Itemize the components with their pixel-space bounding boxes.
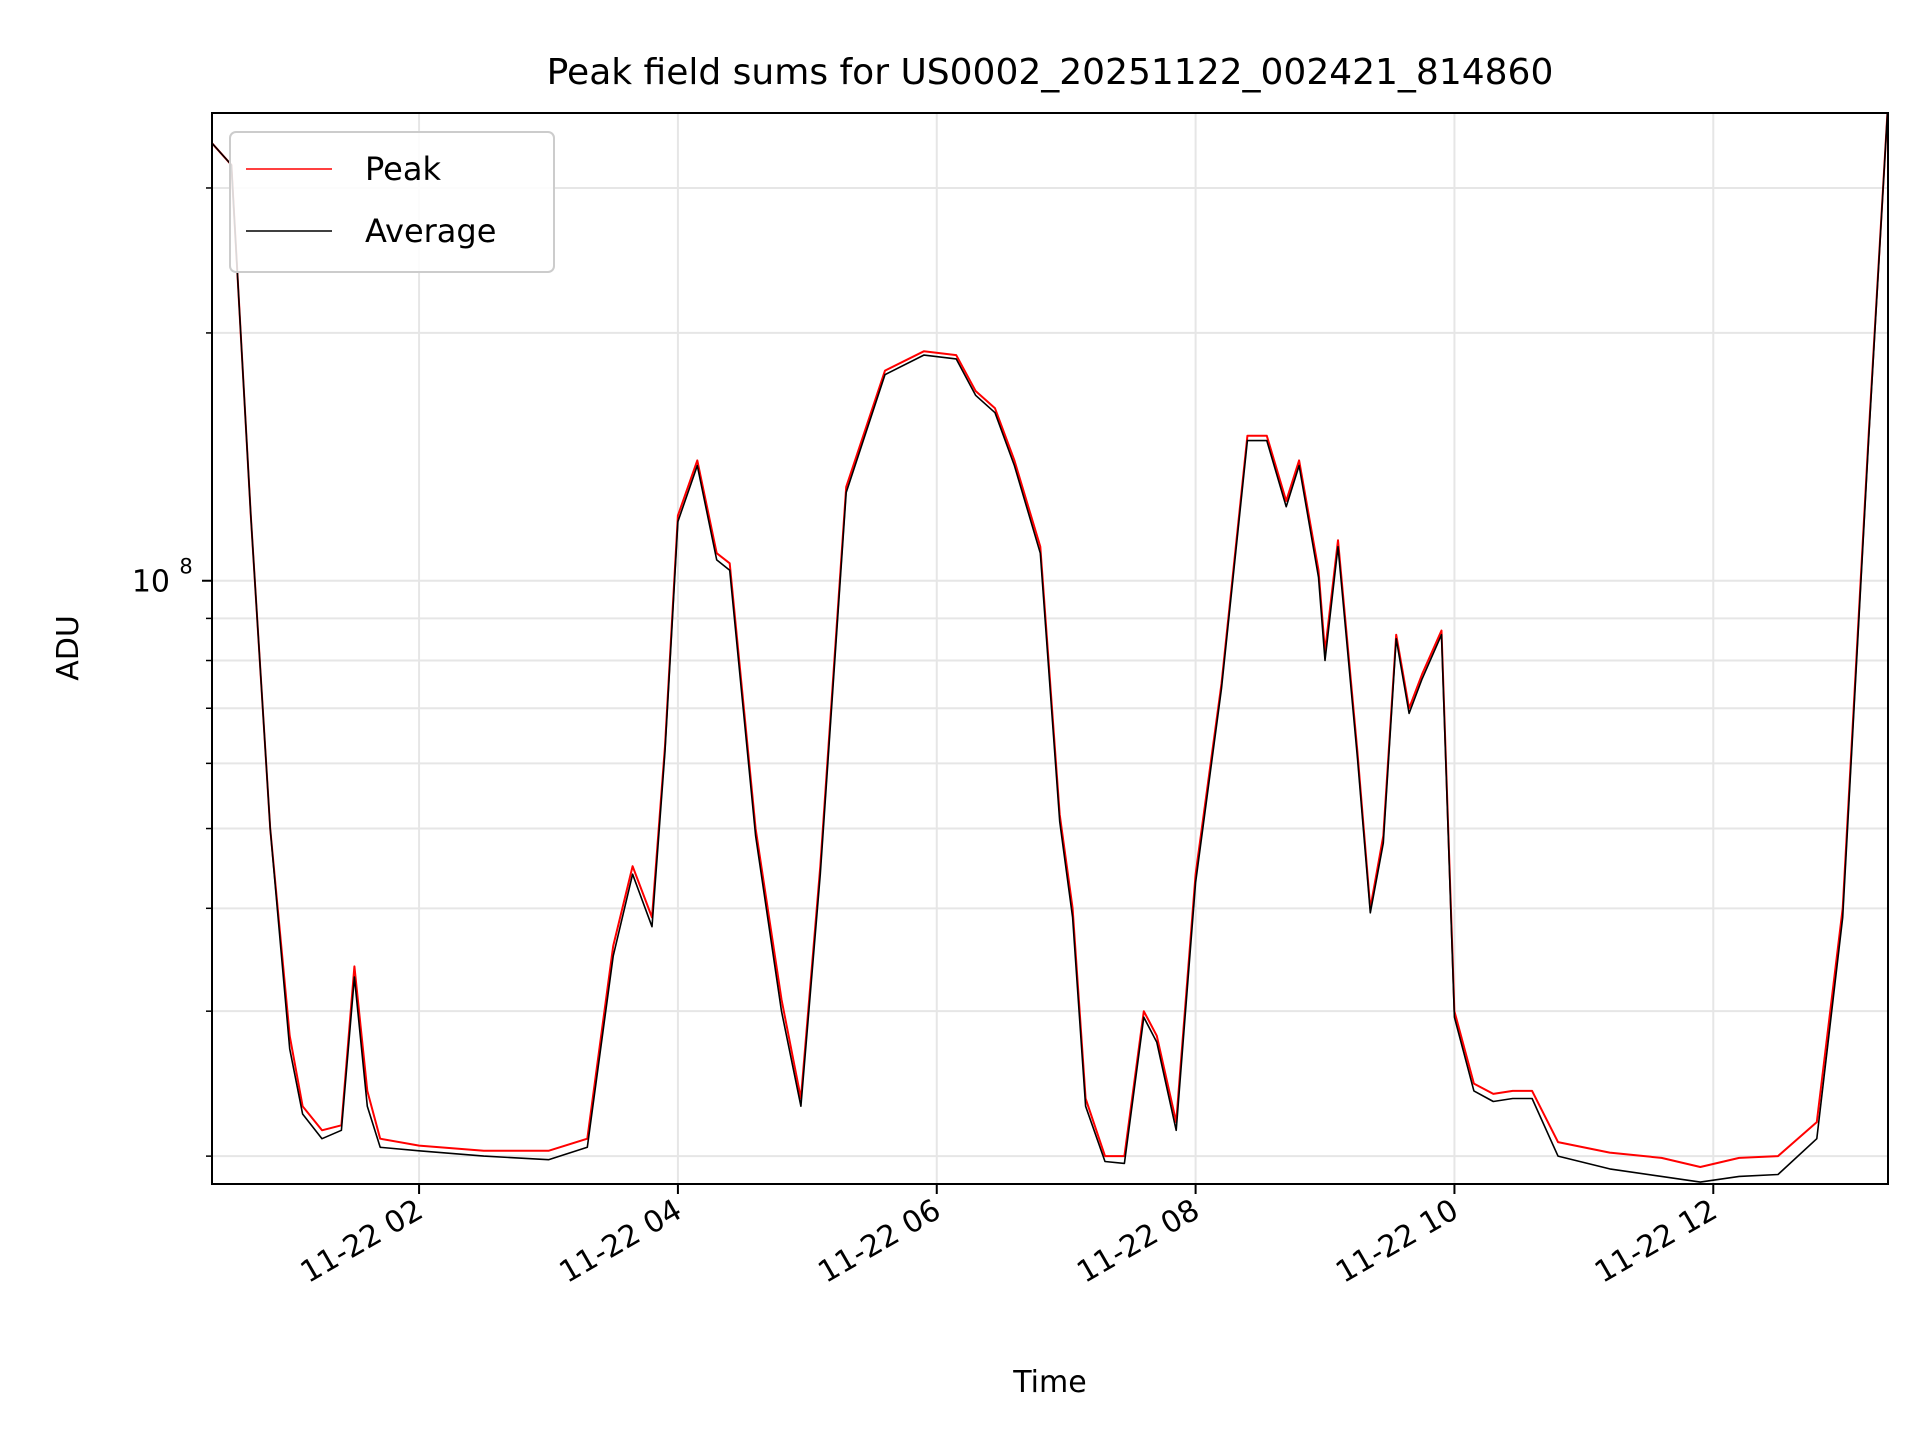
legend-average-label: Average — [365, 212, 496, 250]
y-tick-label-base: 10 — [132, 565, 170, 600]
legend-peak-label: Peak — [365, 150, 441, 188]
legend: Peak Average — [229, 131, 555, 273]
y-tick-label-exponent: 8 — [179, 555, 192, 579]
grid — [212, 113, 1888, 1184]
y-axis-label: ADU — [51, 615, 86, 681]
series-line-average — [212, 113, 1888, 1183]
plot-frame — [211, 112, 1889, 1185]
x-axis-label: Time — [1012, 1365, 1086, 1400]
series-layer — [212, 113, 1888, 1183]
chart-title: Peak field sums for US0002_20251122_0024… — [547, 52, 1554, 93]
legend-frame — [229, 131, 555, 273]
